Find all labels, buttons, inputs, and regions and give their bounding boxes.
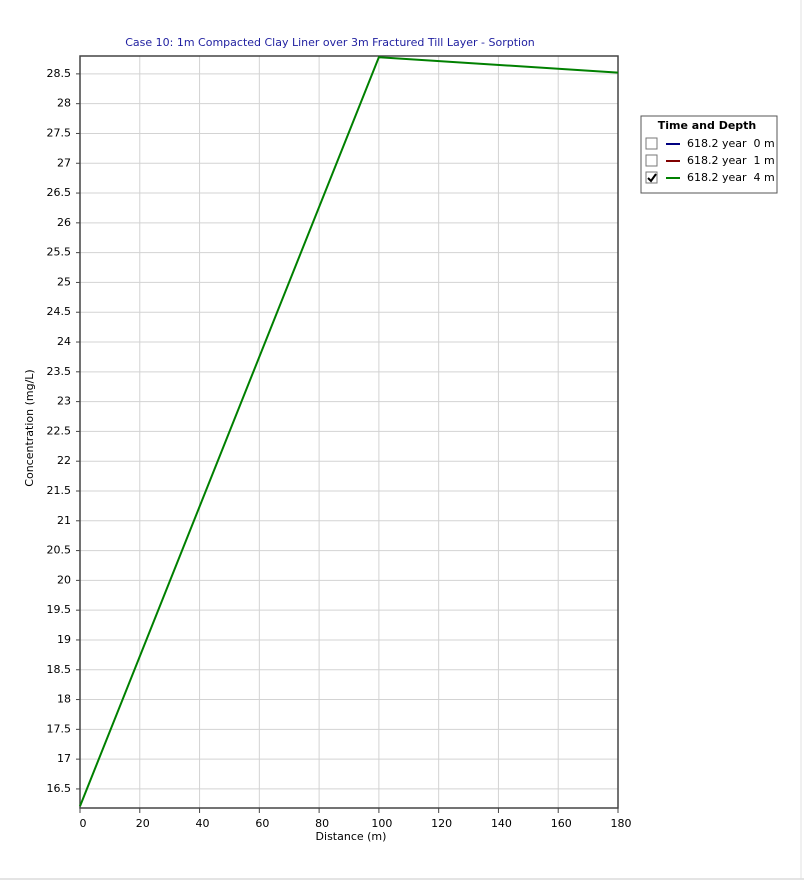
y-tick-label: 26.5 (47, 186, 72, 199)
y-tick-label: 27 (57, 156, 71, 169)
x-axis-label: Distance (m) (316, 830, 387, 843)
x-tick-label: 0 (80, 817, 87, 830)
legend-title: Time and Depth (658, 119, 757, 132)
y-tick-label: 19.5 (47, 603, 72, 616)
y-tick-label: 18.5 (47, 663, 72, 676)
x-tick-label: 20 (136, 817, 150, 830)
y-tick-label: 17 (57, 752, 71, 765)
y-tick-label: 19 (57, 633, 71, 646)
y-tick-label: 22 (57, 454, 71, 467)
grid (79, 56, 619, 808)
x-tick-label: 180 (611, 817, 632, 830)
y-tick-label: 25.5 (47, 246, 72, 259)
x-tick-label: 140 (491, 817, 512, 830)
y-tick-label: 21.5 (47, 484, 72, 497)
legend-label: 618.2 year 4 m (687, 171, 775, 184)
chart-title: Case 10: 1m Compacted Clay Liner over 3m… (125, 36, 535, 49)
y-axis-label: Concentration (mg/L) (23, 369, 36, 486)
y-tick-label: 26 (57, 216, 71, 229)
y-tick-label: 28.5 (47, 67, 72, 80)
x-tick-label: 160 (551, 817, 572, 830)
legend-checkbox[interactable] (645, 154, 658, 167)
y-tick-label: 24 (57, 335, 71, 348)
checkmark (647, 173, 657, 183)
x-tick-label: 60 (255, 817, 269, 830)
x-tick-label: 120 (431, 817, 452, 830)
x-tick-label: 40 (196, 817, 210, 830)
legend-checkbox[interactable] (645, 137, 658, 150)
y-tick-label: 28 (57, 97, 71, 110)
y-tick-label: 17.5 (47, 722, 72, 735)
y-tick-label: 24.5 (47, 305, 72, 318)
y-tick-label: 20 (57, 573, 71, 586)
y-tick-label: 22.5 (47, 424, 72, 437)
legend-label: 618.2 year 0 m (687, 137, 775, 150)
plot-frame (79, 55, 619, 809)
x-tick-label: 80 (315, 817, 329, 830)
y-tick-label: 16.5 (47, 782, 72, 795)
y-tick-label: 23 (57, 395, 71, 408)
y-tick-label: 21 (57, 514, 71, 527)
y-tick-label: 27.5 (47, 126, 72, 139)
legend-label: 618.2 year 1 m (687, 154, 775, 167)
y-tick-label: 18 (57, 693, 71, 706)
x-tick-label: 100 (371, 817, 392, 830)
y-tick-label: 23.5 (47, 365, 72, 378)
y-tick-label: 20.5 (47, 544, 72, 557)
legend: Time and Depth 618.2 year 0 m 618.2 year … (640, 115, 778, 194)
y-tick-label: 25 (57, 275, 71, 288)
legend-box (640, 115, 778, 194)
series-line (79, 56, 619, 807)
legend-checkbox[interactable] (645, 171, 658, 184)
